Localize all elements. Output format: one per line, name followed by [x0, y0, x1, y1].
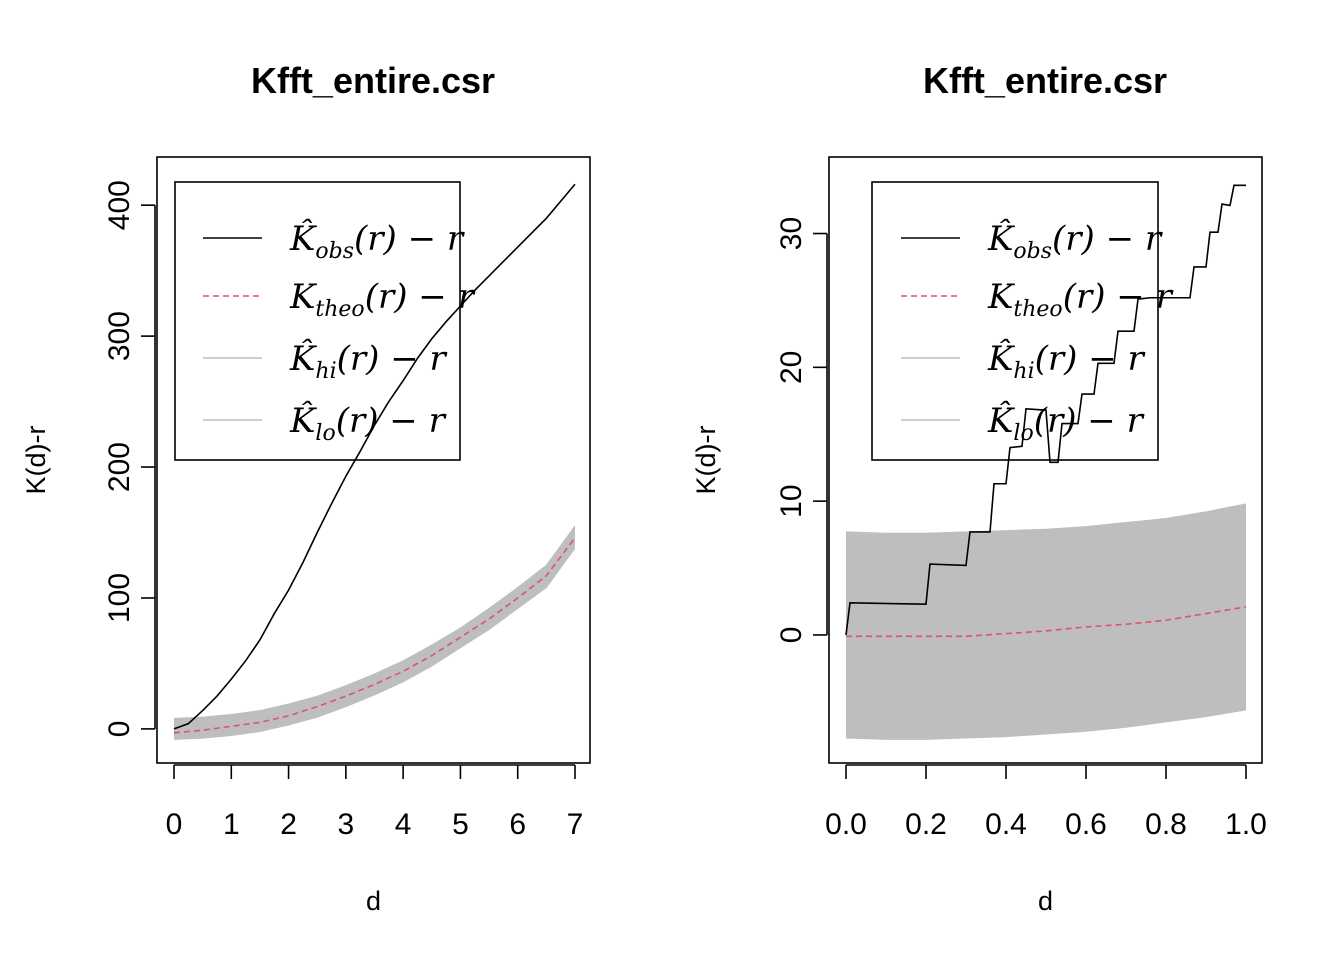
chart-panel-2: 0.0 0.2 0.4 0.6 0.8 1.0 d 0 10 20 30 K(d)-r Kfft_ent… [691, 60, 1267, 916]
series-obs-line [173, 183, 576, 730]
x-tick-label: 5 [452, 808, 469, 841]
series-obs-line [845, 184, 1246, 636]
x-axis: 0.0 0.2 0.4 0.6 0.8 1.0 [825, 764, 1267, 841]
y-tick-label: 400 [103, 180, 136, 230]
series-hi-line [173, 525, 576, 719]
series-theo-line [846, 606, 1247, 638]
y-axis: 0 100 200 300 400 [103, 180, 156, 738]
x-tick-label: 0.6 [1065, 808, 1107, 841]
x-tick-label: 3 [338, 808, 355, 841]
legend-entry-theo: Ktheo(r) − r [289, 277, 476, 322]
chart-title: Kfft_entire.csr [251, 60, 495, 101]
x-tick-label: 0.0 [825, 808, 867, 841]
legend-entry-lo: K̂lo(r) − r [289, 400, 447, 446]
legend-entry-theo: Ktheo(r) − r [987, 277, 1174, 322]
legend-entry-obs: K̂obs(r) − r [987, 218, 1163, 264]
chart-panel-1: 0 1 2 3 4 5 6 7 d 0 100 200 300 400 K(d)-r Kfft_entire.… [21, 60, 591, 916]
y-axis-label: K(d)-r [21, 426, 51, 495]
legend-entry-hi: K̂hi(r) − r [987, 338, 1146, 384]
x-tick-label: 7 [567, 808, 584, 841]
x-axis: 0 1 2 3 4 5 6 7 [166, 764, 584, 841]
legend-entry-obs: K̂obs(r) − r [289, 218, 465, 264]
y-tick-label: 0 [775, 627, 808, 644]
y-tick-label: 0 [103, 721, 136, 738]
y-tick-label: 20 [775, 351, 808, 384]
y-tick-label: 300 [103, 311, 136, 361]
x-axis-label: d [366, 886, 381, 916]
envelope-band [174, 525, 575, 740]
x-tick-label: 4 [395, 808, 412, 841]
x-tick-label: 0 [166, 808, 183, 841]
series-lo-line [173, 547, 576, 740]
legend-entry-lo: K̂lo(r) − r [987, 400, 1145, 446]
x-tick-label: 6 [509, 808, 526, 841]
legend-entry-hi: K̂hi(r) − r [289, 338, 448, 384]
envelope-band [846, 503, 1246, 740]
chart-title: Kfft_entire.csr [923, 60, 1167, 101]
plot-frame [828, 156, 1263, 764]
y-tick-label: 200 [103, 442, 136, 492]
x-tick-label: 2 [280, 808, 297, 841]
y-tick-label: 10 [775, 484, 808, 517]
y-tick-label: 100 [103, 573, 136, 623]
x-tick-label: 1.0 [1225, 808, 1267, 841]
legend: K̂obs(r) − r Ktheo(r) − r K̂hi(r) − r K̂lo(… [871, 181, 1174, 461]
series-theo-line [173, 537, 576, 734]
y-tick-label: 30 [775, 217, 808, 250]
x-tick-label: 0.2 [905, 808, 947, 841]
legend: K̂obs(r) − r Ktheo(r) − r K̂hi(r) − r K̂lo(… [174, 181, 476, 461]
y-axis: 0 10 20 30 [775, 217, 828, 644]
series-hi-line [845, 503, 1247, 534]
x-tick-label: 1 [223, 808, 240, 841]
series-lo-line [845, 709, 1247, 740]
y-axis-label: K(d)-r [691, 426, 721, 495]
legend-box [174, 181, 461, 461]
x-tick-label: 0.8 [1145, 808, 1187, 841]
plot-frame [156, 156, 591, 764]
x-axis-label: d [1038, 886, 1053, 916]
x-tick-label: 0.4 [985, 808, 1027, 841]
legend-box [871, 181, 1159, 461]
